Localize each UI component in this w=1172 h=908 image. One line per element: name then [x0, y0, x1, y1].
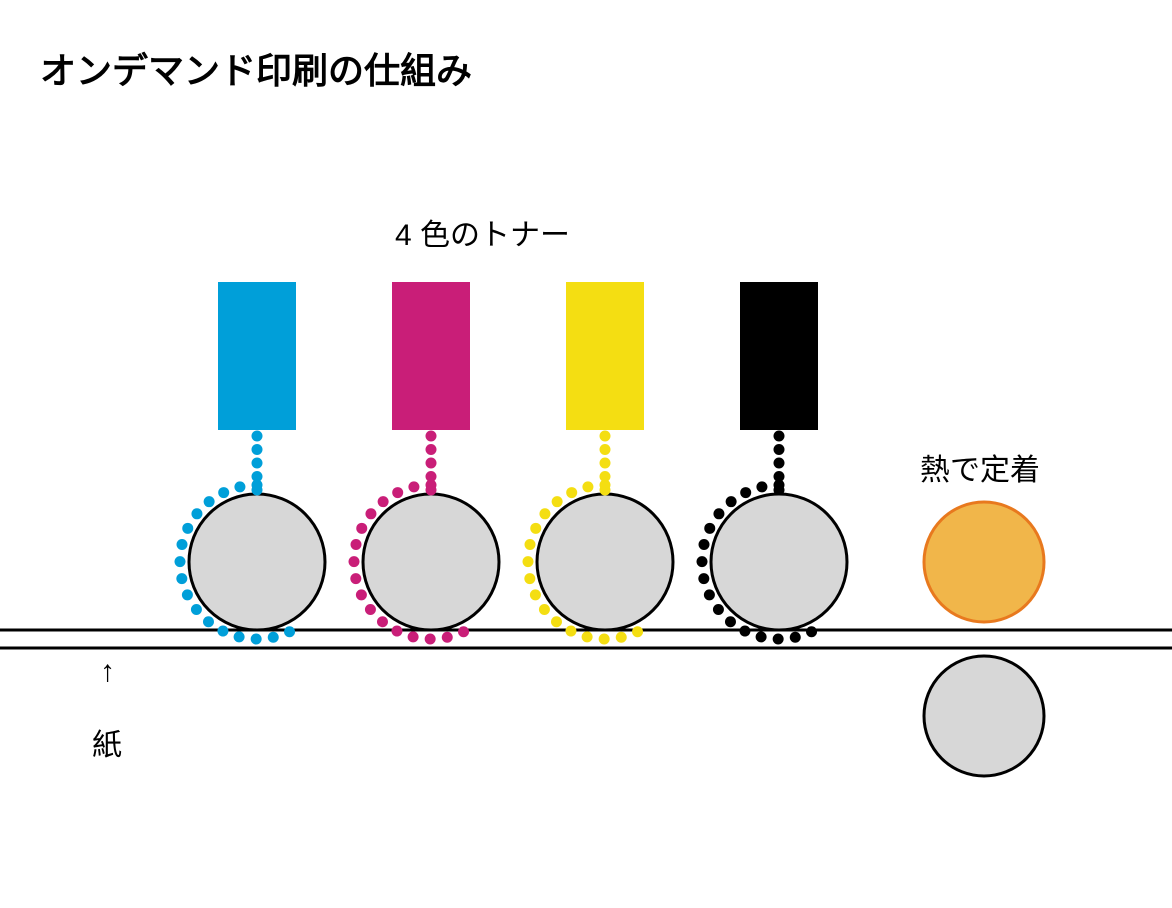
- black-arc-dot: [726, 496, 737, 507]
- magenta-arc-dot: [425, 633, 436, 644]
- yellow-arc-dot: [632, 626, 643, 637]
- yellow-arc-dot: [530, 523, 541, 534]
- magenta-arc-dot: [408, 481, 419, 492]
- magenta-arc-dot: [458, 626, 469, 637]
- black-arc-dot: [704, 523, 715, 534]
- magenta-cartridge: [392, 282, 470, 430]
- magenta-arc-dot: [350, 573, 361, 584]
- cyan-arc-dot: [251, 633, 262, 644]
- magenta-arc-dot: [392, 487, 403, 498]
- black-arc-dot: [713, 508, 724, 519]
- yellow-arc-dot: [565, 626, 576, 637]
- magenta-arc-dot: [391, 626, 402, 637]
- cyan-arc-dot: [176, 573, 187, 584]
- cyan-arc-dot: [252, 480, 263, 491]
- cyan-arc-dot: [175, 556, 186, 567]
- magenta-drop-dot: [426, 431, 437, 442]
- magenta-drop-dot: [426, 444, 437, 455]
- yellow-arc-dot: [552, 496, 563, 507]
- cyan-roller: [189, 494, 325, 630]
- yellow-drop-dot: [600, 458, 611, 469]
- cyan-cartridge: [218, 282, 296, 430]
- cyan-arc-dot: [234, 631, 245, 642]
- magenta-arc-dot: [356, 523, 367, 534]
- yellow-arc-dot: [616, 632, 627, 643]
- fuser-bottom-roller: [924, 656, 1044, 776]
- cyan-drop-dot: [252, 444, 263, 455]
- yellow-arc-dot: [551, 616, 562, 627]
- black-arc-dot: [773, 633, 784, 644]
- cyan-arc-dot: [218, 487, 229, 498]
- cyan-arc-dot: [191, 508, 202, 519]
- black-arc-dot: [697, 556, 708, 567]
- cyan-arc-dot: [203, 616, 214, 627]
- black-arc-dot: [725, 616, 736, 627]
- yellow-arc-dot: [599, 633, 610, 644]
- black-roller: [711, 494, 847, 630]
- cyan-drop-dot: [252, 431, 263, 442]
- black-arc-dot: [713, 604, 724, 615]
- black-arc-dot: [739, 626, 750, 637]
- magenta-arc-dot: [426, 480, 437, 491]
- magenta-arc-dot: [351, 539, 362, 550]
- cyan-drop-dot: [252, 458, 263, 469]
- black-arc-dot: [756, 631, 767, 642]
- black-drop-dot: [774, 458, 785, 469]
- cyan-arc-dot: [217, 626, 228, 637]
- yellow-arc-dot: [582, 631, 593, 642]
- cyan-arc-dot: [234, 481, 245, 492]
- diagram-stage: オンデマンド印刷の仕組み 4 色のトナー 熱で定着 ↑ 紙: [0, 0, 1172, 908]
- black-arc-dot: [740, 487, 751, 498]
- yellow-arc-dot: [582, 481, 593, 492]
- magenta-arc-dot: [378, 496, 389, 507]
- fuser-top-roller: [924, 502, 1044, 622]
- magenta-roller: [363, 494, 499, 630]
- yellow-arc-dot: [566, 487, 577, 498]
- black-drop-dot: [774, 431, 785, 442]
- cyan-arc-dot: [268, 632, 279, 643]
- black-arc-dot: [806, 626, 817, 637]
- magenta-arc-dot: [365, 604, 376, 615]
- cyan-arc-dot: [204, 496, 215, 507]
- yellow-arc-dot: [525, 539, 536, 550]
- magenta-arc-dot: [365, 508, 376, 519]
- cyan-arc-dot: [284, 626, 295, 637]
- yellow-cartridge: [566, 282, 644, 430]
- black-arc-dot: [698, 573, 709, 584]
- yellow-arc-dot: [539, 508, 550, 519]
- magenta-arc-dot: [356, 589, 367, 600]
- black-drop-dot: [774, 444, 785, 455]
- black-cartridge: [740, 282, 818, 430]
- magenta-arc-dot: [408, 631, 419, 642]
- yellow-drop-dot: [600, 431, 611, 442]
- yellow-arc-dot: [600, 480, 611, 491]
- black-arc-dot: [790, 632, 801, 643]
- cyan-arc-dot: [182, 589, 193, 600]
- black-arc-dot: [756, 481, 767, 492]
- magenta-arc-dot: [349, 556, 360, 567]
- black-arc-dot: [774, 480, 785, 491]
- black-arc-dot: [699, 539, 710, 550]
- cyan-arc-dot: [191, 604, 202, 615]
- yellow-drop-dot: [600, 444, 611, 455]
- cyan-arc-dot: [177, 539, 188, 550]
- cyan-arc-dot: [182, 523, 193, 534]
- black-arc-dot: [704, 589, 715, 600]
- yellow-roller: [537, 494, 673, 630]
- magenta-arc-dot: [442, 632, 453, 643]
- yellow-arc-dot: [523, 556, 534, 567]
- magenta-arc-dot: [377, 616, 388, 627]
- yellow-arc-dot: [539, 604, 550, 615]
- yellow-arc-dot: [530, 589, 541, 600]
- yellow-arc-dot: [524, 573, 535, 584]
- magenta-drop-dot: [426, 458, 437, 469]
- diagram-svg: [0, 0, 1172, 908]
